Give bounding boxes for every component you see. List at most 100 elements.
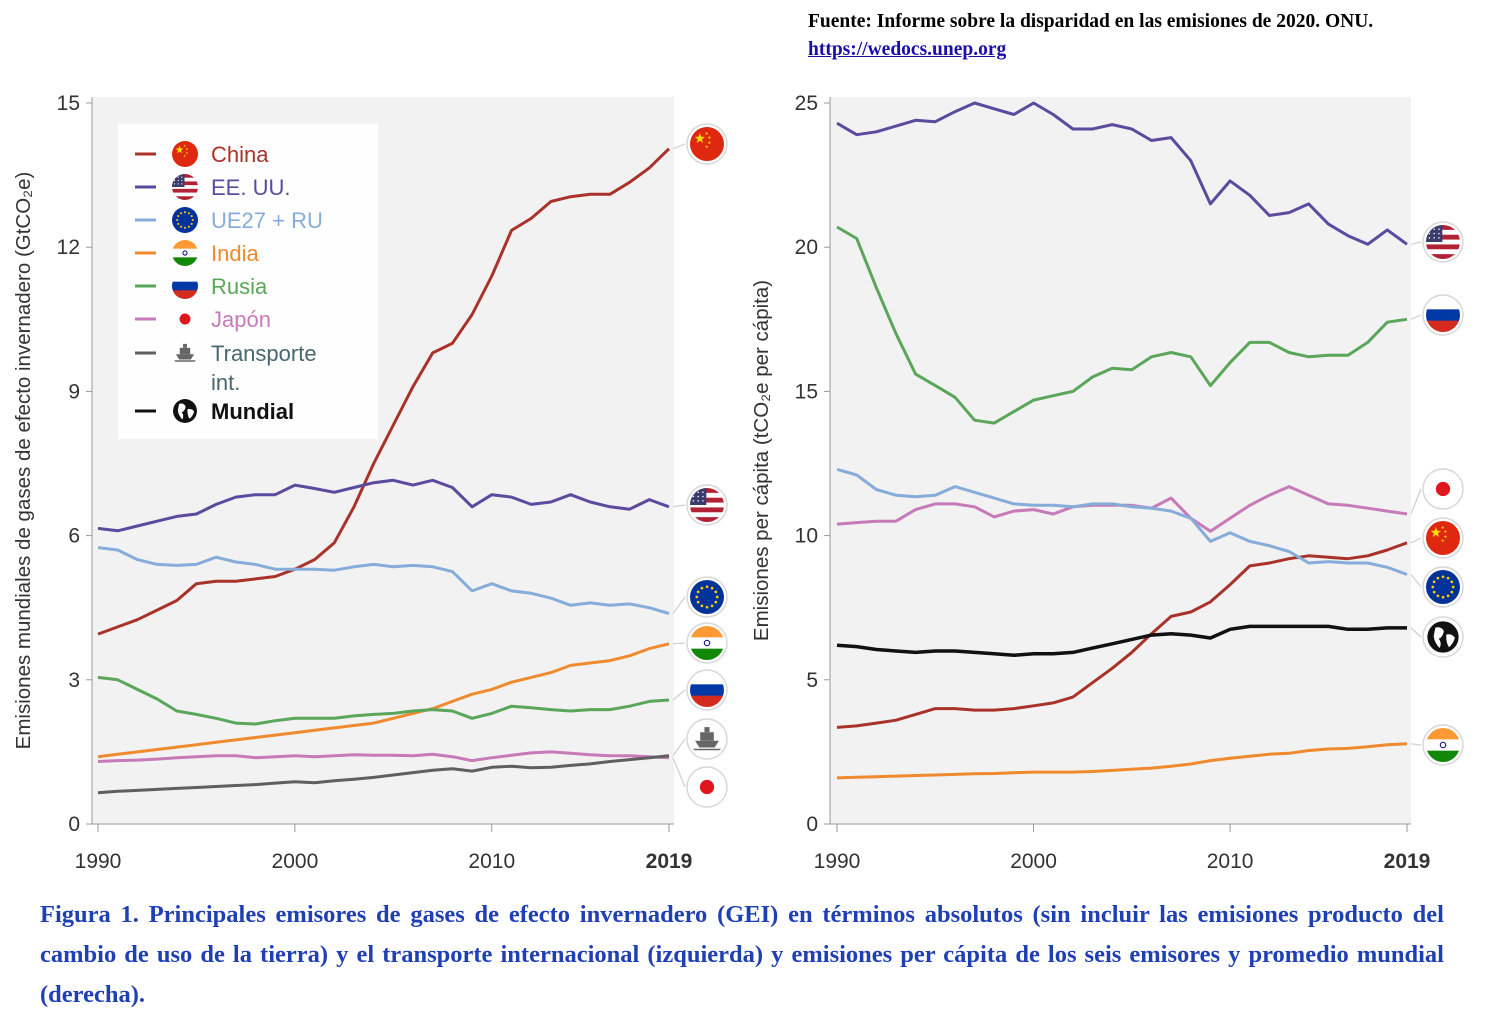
y-tick-label: 15 xyxy=(57,92,80,115)
legend-label: Japón xyxy=(211,307,271,332)
flag-star xyxy=(190,215,193,218)
y-tick-label: 6 xyxy=(68,525,80,548)
flag-band xyxy=(172,290,198,299)
icon-body xyxy=(1426,570,1460,604)
end-india-flag-icon xyxy=(1426,728,1460,762)
flag-band xyxy=(1426,320,1460,332)
legend-label: Mundial xyxy=(211,399,294,424)
end-japan-flag-icon xyxy=(690,770,724,804)
flag-band xyxy=(172,248,198,258)
flag-star xyxy=(181,179,183,182)
flag-star xyxy=(697,500,699,502)
globe-land xyxy=(1446,634,1455,648)
flag-band xyxy=(690,626,724,638)
flag-stripe xyxy=(172,185,198,190)
flag-stripe xyxy=(172,196,198,200)
flag-wheel xyxy=(182,250,188,256)
flag-star xyxy=(705,144,709,148)
flag-star xyxy=(1433,228,1435,230)
flag-star xyxy=(181,183,183,185)
ship-funnel xyxy=(183,343,187,348)
end-eu-flag-icon xyxy=(690,580,724,614)
y-tick-label: 12 xyxy=(57,236,80,259)
flag-band xyxy=(690,684,724,697)
icon-body xyxy=(172,306,198,332)
y-tick-label: 5 xyxy=(806,669,818,692)
series-line xyxy=(836,624,1407,658)
flag-stripe xyxy=(1426,239,1460,245)
flag-band xyxy=(690,673,724,685)
icon-leader xyxy=(672,738,686,757)
icon-body xyxy=(172,174,198,200)
legend-label: Transporte xyxy=(211,341,317,366)
flag-star xyxy=(175,145,184,154)
icon-leader xyxy=(1410,488,1422,515)
series-line xyxy=(97,147,671,636)
flag-field xyxy=(1426,521,1460,555)
flag-field xyxy=(1426,570,1460,604)
flag-star xyxy=(1441,538,1445,542)
flag-star xyxy=(180,212,183,215)
flag-star xyxy=(177,176,179,178)
legend-item: Transporte int. xyxy=(135,340,317,395)
flag-star xyxy=(1441,595,1445,599)
icon-body xyxy=(1426,225,1460,259)
plot-area xyxy=(830,97,1411,824)
flag-star xyxy=(707,135,711,139)
flag-wheel xyxy=(1439,741,1447,749)
flag-star xyxy=(697,491,699,493)
legend-item: China xyxy=(135,141,269,167)
flag-star xyxy=(185,147,189,151)
source-link[interactable]: https://wedocs.unep.org xyxy=(808,39,1007,60)
x-tick-label: 2019 xyxy=(646,850,693,873)
flag-band xyxy=(690,637,724,650)
end-china-flag-icon xyxy=(1426,521,1460,555)
flag-stripe xyxy=(1426,254,1460,259)
flag-stripe xyxy=(690,492,724,499)
legend-globe-icon xyxy=(172,398,198,424)
flag-star xyxy=(1451,585,1455,589)
series-line xyxy=(97,546,670,615)
flag-stripe xyxy=(690,497,724,504)
icon-leader xyxy=(672,143,686,150)
flag-star xyxy=(183,154,186,157)
flag-star xyxy=(187,212,190,215)
flag-star xyxy=(714,590,718,594)
source-text: Fuente: Informe sobre la disparidad en l… xyxy=(808,11,1374,32)
flag-star xyxy=(702,491,704,493)
flag-star xyxy=(705,131,709,135)
series-line xyxy=(836,467,1408,576)
flag-star xyxy=(1431,585,1435,589)
flag-star xyxy=(190,222,193,225)
end-usa-flag-icon xyxy=(690,488,724,522)
series-line xyxy=(97,750,670,763)
flag-star xyxy=(702,495,704,498)
icon-body xyxy=(172,340,198,366)
y-axis-label: Emisiones per cápita (tCO₂e per cápita) xyxy=(750,280,773,641)
icon-body xyxy=(172,207,198,233)
flag-star xyxy=(1443,534,1447,539)
flag-disc xyxy=(699,779,715,795)
flag-star xyxy=(714,600,718,604)
legend-ship-icon xyxy=(172,340,198,366)
legend-usa-flag-icon xyxy=(172,174,198,200)
end-russia-flag-icon xyxy=(690,673,724,707)
legend-item: Mundial xyxy=(135,398,294,424)
series-line xyxy=(97,642,670,759)
icon-leader xyxy=(1410,574,1422,588)
legend-china-flag-icon xyxy=(172,141,198,167)
flag-band xyxy=(1426,728,1460,740)
flag-stripe xyxy=(1426,244,1460,250)
flag-star xyxy=(177,179,179,182)
end-india-flag-icon xyxy=(690,626,724,660)
y-tick-label: 10 xyxy=(795,525,818,548)
ship-cabin xyxy=(700,732,714,741)
flag-band xyxy=(1426,309,1460,322)
flag-star xyxy=(1450,590,1454,594)
flag-stripe xyxy=(690,517,724,522)
flag-band xyxy=(172,240,198,250)
flag-star xyxy=(710,604,714,608)
flag-field xyxy=(172,141,198,167)
flag-star xyxy=(705,585,709,589)
icon-leader xyxy=(672,757,686,788)
